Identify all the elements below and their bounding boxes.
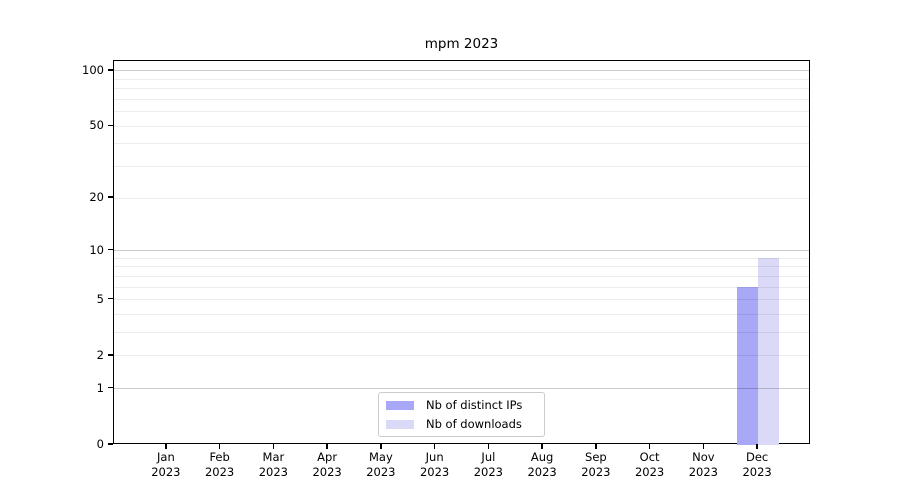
x-tick-year-sep: 2023 xyxy=(581,465,611,479)
y-tick-label-20: 20 xyxy=(89,190,104,205)
x-tick-label-apr: Apr 2023 xyxy=(312,450,341,480)
gridline-minor-70 xyxy=(114,98,809,100)
x-tick-month-jan: Jan xyxy=(157,450,175,464)
y-tick-label-2: 2 xyxy=(96,347,104,362)
gridline-minor-90 xyxy=(114,78,809,80)
x-tick-label-nov: Nov 2023 xyxy=(689,450,718,480)
gridline-minor-3 xyxy=(114,332,809,334)
x-tick-label-jun: Jun 2023 xyxy=(420,450,449,480)
bar-dec-nb-of-downloads xyxy=(758,258,780,445)
legend-label-nb-of-downloads: Nb of downloads xyxy=(426,417,522,431)
gridline-major-1 xyxy=(114,388,809,390)
y-tick-label-10: 10 xyxy=(89,242,104,257)
chart-title: mpm 2023 xyxy=(424,36,499,52)
gridline-minor-2 xyxy=(114,355,809,357)
x-tick-year-jun: 2023 xyxy=(419,465,450,479)
gridline-minor-5 xyxy=(114,299,809,301)
x-tick-year-nov: 2023 xyxy=(688,465,719,479)
x-tick-label-oct: Oct 2023 xyxy=(635,450,664,480)
x-tick-year-may: 2023 xyxy=(366,465,396,479)
bar-dec-nb-of-distinct-ips xyxy=(737,287,759,445)
gridline-minor-40 xyxy=(114,143,809,145)
y-tick-label-100: 100 xyxy=(82,62,104,77)
x-tick-month-aug: Aug xyxy=(530,450,554,464)
x-tick-year-oct: 2023 xyxy=(634,465,665,479)
x-tick-label-sep: Sep 2023 xyxy=(581,450,610,480)
gridline-minor-6 xyxy=(114,286,809,288)
gridline-major-10 xyxy=(114,250,809,252)
legend-swatch-nb-of-distinct-ips xyxy=(386,400,414,410)
legend-item-nb-of-distinct-ips: Nb of distinct IPs xyxy=(386,398,544,412)
legend: Nb of distinct IPs Nb of downloads xyxy=(378,392,545,437)
gridline-minor-30 xyxy=(114,166,809,168)
y-tick-100 xyxy=(108,69,113,71)
x-tick-sep xyxy=(595,444,597,449)
x-tick-month-may: May xyxy=(368,450,393,464)
x-tick-label-aug: Aug 2023 xyxy=(527,450,556,480)
y-tick-10 xyxy=(108,248,113,251)
x-tick-year-jan: 2023 xyxy=(151,465,181,479)
y-tick-0 xyxy=(108,443,113,445)
x-tick-mar xyxy=(272,444,275,449)
x-tick-month-jul: Jul xyxy=(481,450,496,464)
gridline-minor-9 xyxy=(114,257,809,259)
legend-item-nb-of-downloads: Nb of downloads xyxy=(386,417,544,431)
legend-swatch-nb-of-downloads xyxy=(386,419,414,429)
x-tick-month-feb: Feb xyxy=(209,450,230,464)
x-tick-year-dec: 2023 xyxy=(742,465,772,479)
x-tick-label-mar: Mar 2023 xyxy=(259,450,288,480)
x-tick-nov xyxy=(702,444,705,449)
x-tick-jun xyxy=(433,444,436,449)
x-tick-label-dec: Dec 2023 xyxy=(742,450,771,480)
x-tick-month-oct: Oct xyxy=(639,450,660,464)
x-tick-label-feb: Feb 2023 xyxy=(205,450,234,480)
x-tick-apr xyxy=(326,444,328,449)
y-tick-2 xyxy=(108,354,113,356)
y-tick-label-1: 1 xyxy=(96,380,104,395)
x-tick-feb xyxy=(218,444,221,449)
x-tick-dec xyxy=(756,444,758,449)
x-tick-oct xyxy=(648,444,651,449)
gridline-minor-4 xyxy=(114,314,809,315)
gridline-minor-7 xyxy=(114,275,809,277)
x-tick-may xyxy=(380,444,382,449)
x-tick-jul xyxy=(487,444,490,449)
x-tick-month-apr: Apr xyxy=(317,450,338,464)
y-tick-label-0: 0 xyxy=(96,437,104,451)
x-tick-aug xyxy=(541,444,543,449)
x-tick-month-mar: Mar xyxy=(262,450,285,464)
y-tick-5 xyxy=(108,298,113,300)
legend-label-nb-of-distinct-ips: Nb of distinct IPs xyxy=(426,398,523,412)
x-tick-year-aug: 2023 xyxy=(527,465,557,479)
y-tick-1 xyxy=(108,387,113,389)
x-tick-month-dec: Dec xyxy=(745,450,769,464)
x-tick-year-feb: 2023 xyxy=(204,465,235,479)
x-tick-jan xyxy=(165,444,167,449)
x-tick-year-mar: 2023 xyxy=(258,465,289,479)
y-tick-20 xyxy=(108,196,113,198)
x-tick-year-jul: 2023 xyxy=(473,465,504,479)
y-tick-label-5: 5 xyxy=(96,291,104,306)
gridline-minor-60 xyxy=(114,111,809,113)
gridline-minor-8 xyxy=(114,266,809,268)
gridline-minor-20 xyxy=(114,197,809,199)
x-tick-month-nov: Nov xyxy=(692,450,715,464)
plot-area xyxy=(113,60,810,445)
gridline-minor-80 xyxy=(114,88,809,90)
x-tick-label-jul: Jul 2023 xyxy=(474,450,503,480)
x-tick-label-may: May 2023 xyxy=(366,450,395,480)
y-tick-50 xyxy=(108,124,113,126)
gridline-minor-50 xyxy=(114,125,809,127)
y-tick-label-50: 50 xyxy=(89,118,104,133)
x-tick-year-apr: 2023 xyxy=(312,465,342,479)
gridline-major-100 xyxy=(114,70,809,72)
x-tick-label-jan: Jan 2023 xyxy=(151,450,180,480)
x-tick-month-sep: Sep xyxy=(585,450,607,464)
x-tick-month-jun: Jun xyxy=(425,450,444,464)
